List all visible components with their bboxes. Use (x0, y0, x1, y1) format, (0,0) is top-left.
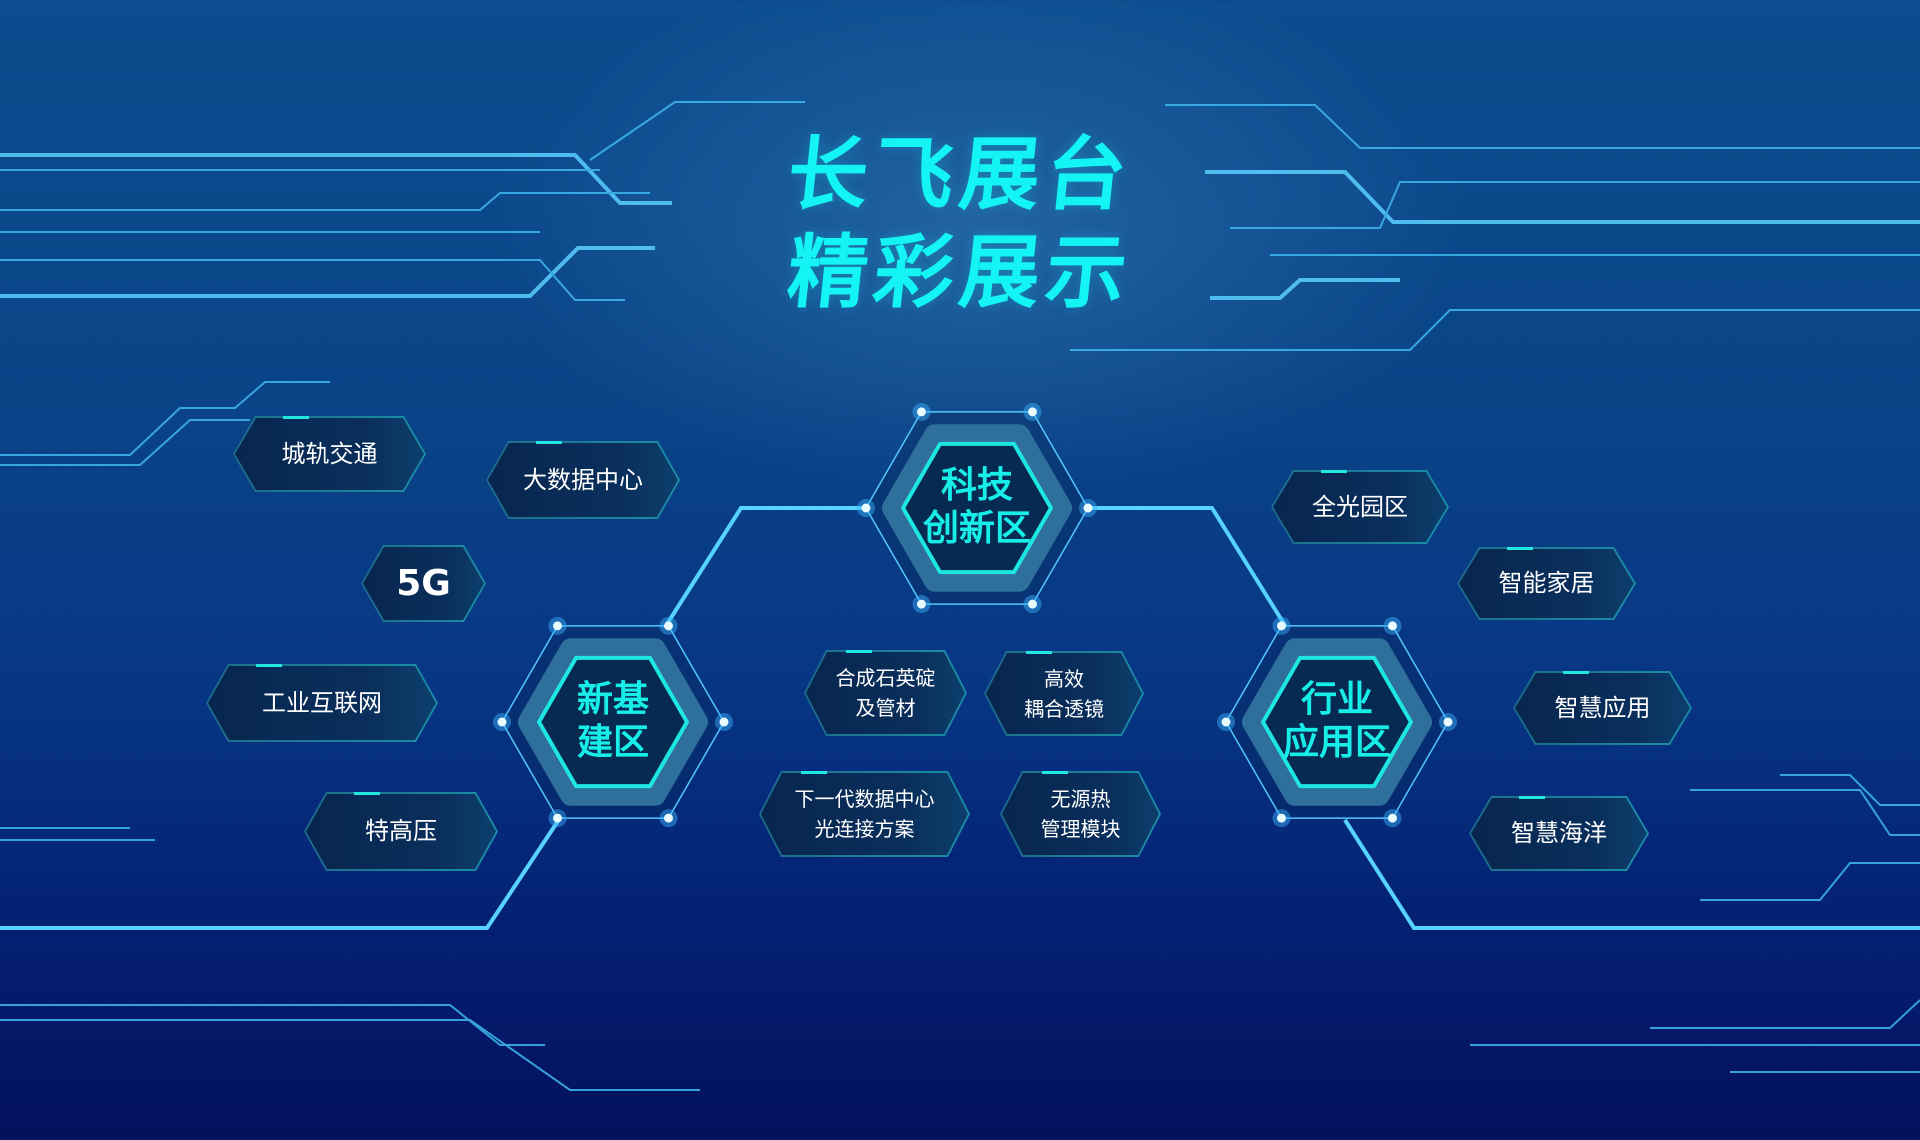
pill-label: 5G (396, 563, 451, 604)
node-dot (664, 621, 673, 631)
hub-tech-innovation[interactable]: 科技 创新区 (887, 464, 1067, 550)
pill-5g[interactable]: 5G (361, 545, 486, 622)
pill-label: 下一代数据中心 (794, 787, 935, 811)
title-line-1: 长飞展台 (783, 130, 1137, 219)
pill-smart-application[interactable]: 智慧应用 (1513, 671, 1692, 745)
accent-bar (801, 771, 827, 774)
pill-label: 智慧应用 (1554, 693, 1651, 722)
pill-label: 高效 (1044, 666, 1084, 691)
hub-label-line: 行业 (1300, 679, 1373, 720)
pill-urban-rail[interactable]: 城轨交通 (233, 416, 426, 492)
node-dot (861, 503, 871, 513)
decor-circuit-lines (0, 101, 1920, 1091)
node-dot (917, 599, 926, 609)
hex-core (1261, 655, 1413, 789)
pill-label: 工业互联网 (262, 688, 382, 717)
accent-bar (256, 664, 282, 667)
hex-core (537, 655, 689, 789)
hub-label-line: 建区 (576, 722, 649, 763)
pill-quartz-ingot[interactable]: 合成石英碇 及管材 (804, 650, 967, 736)
accent-bar (283, 416, 309, 419)
accent-bar (1519, 796, 1545, 799)
hex-tech-innovation (857, 402, 1097, 614)
pill-passive-thermal[interactable]: 无源热 管理模块 (1000, 771, 1161, 857)
pill-label: 耦合透镜 (1024, 696, 1104, 721)
title-line-2: 精彩展示 (783, 228, 1137, 317)
hub-new-infrastructure[interactable]: 新基 建区 (523, 678, 703, 764)
pill-label: 全光园区 (1312, 492, 1408, 521)
node-dot (1221, 717, 1231, 727)
accent-bar (1563, 671, 1589, 674)
pill-industrial-internet[interactable]: 工业互联网 (206, 664, 438, 742)
accent-bar (354, 792, 380, 795)
pill-label: 光连接方案 (814, 817, 915, 841)
hub-label-line: 创新区 (922, 508, 1031, 549)
hub-label-line: 应用区 (1282, 722, 1391, 763)
node-dot (1388, 813, 1397, 823)
node-dot (664, 813, 673, 823)
pill-label: 及管材 (855, 696, 916, 720)
accent-bar (1321, 470, 1347, 473)
node-dot (1277, 813, 1286, 823)
node-dot (719, 717, 729, 727)
node-dot (553, 621, 562, 631)
accent-bar (1042, 771, 1068, 774)
node-dot (917, 407, 926, 417)
node-dot (1277, 621, 1286, 631)
hex-new-infrastructure (493, 616, 733, 828)
pill-all-optical-park[interactable]: 全光园区 (1271, 470, 1449, 544)
pill-label: 管理模块 (1040, 817, 1121, 841)
pill-smart-home[interactable]: 智能家居 (1457, 547, 1636, 620)
pill-label: 大数据中心 (523, 465, 643, 494)
node-dot (553, 813, 562, 823)
pill-label: 城轨交通 (281, 439, 378, 468)
hex-industry-application (1217, 616, 1457, 828)
node-dot (1083, 503, 1093, 513)
pill-label: 合成石英碇 (835, 666, 936, 690)
hub-label-line: 新基 (576, 679, 649, 720)
pill-label: 无源热 (1050, 787, 1111, 811)
node-dot (497, 717, 507, 727)
connector-lines (0, 506, 1920, 930)
node-dot (1443, 717, 1453, 727)
accent-bar (536, 441, 562, 444)
node-dot (1028, 599, 1037, 609)
pill-coupling-lens[interactable]: 高效 耦合透镜 (984, 651, 1144, 736)
pill-uhv[interactable]: 特高压 (304, 792, 498, 871)
pill-label: 智慧海洋 (1511, 819, 1607, 847)
pill-label: 智能家居 (1498, 569, 1595, 597)
node-dot (1388, 621, 1397, 631)
hub-industry-application[interactable]: 行业 应用区 (1247, 678, 1427, 764)
pill-big-data-center[interactable]: 大数据中心 (486, 441, 680, 519)
accent-bar (1026, 651, 1052, 654)
pill-smart-ocean[interactable]: 智慧海洋 (1469, 796, 1649, 871)
node-dot (1028, 407, 1037, 417)
pill-label: 特高压 (365, 817, 437, 845)
hub-label-line: 科技 (940, 465, 1013, 506)
accent-bar (1507, 547, 1533, 550)
pill-next-gen-dc-optical[interactable]: 下一代数据中心 光连接方案 (759, 771, 970, 857)
hex-core (901, 441, 1053, 575)
accent-bar (846, 650, 872, 653)
